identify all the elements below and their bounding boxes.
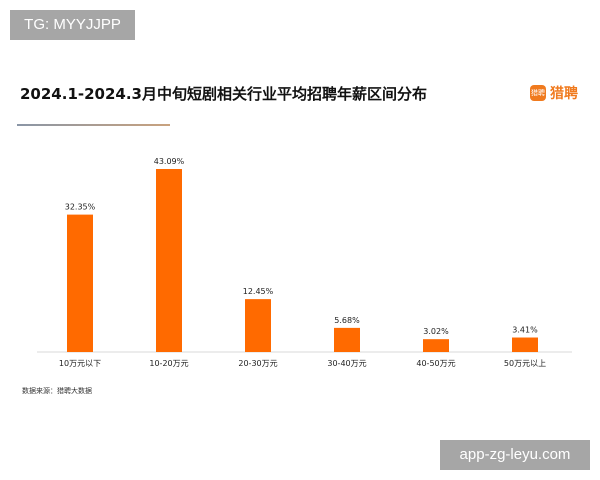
- data-label: 43.09%: [154, 157, 185, 166]
- data-label: 5.68%: [334, 316, 360, 325]
- bar: [156, 168, 182, 352]
- data-label: 32.35%: [65, 203, 96, 212]
- bar: [245, 299, 271, 352]
- watermark-top-left: TG: MYYJJPP: [10, 10, 135, 40]
- bar: [334, 327, 360, 352]
- data-label: 3.41%: [512, 326, 538, 335]
- x-tick-label: 30-40万元: [327, 359, 366, 368]
- x-tick-label: 50万元以上: [504, 359, 546, 368]
- title-underline: [17, 124, 170, 126]
- bar: [512, 337, 538, 352]
- chart-title: 2024.1-2024.3月中旬短剧相关行业平均招聘年薪区间分布: [20, 85, 427, 103]
- bar: [67, 214, 93, 352]
- watermark-bottom-right: app-zg-leyu.com: [440, 440, 590, 470]
- data-source: 数据来源：猎聘大数据: [22, 387, 92, 395]
- x-tick-label: 40-50万元: [416, 359, 455, 368]
- x-tick-label: 20-30万元: [238, 359, 277, 368]
- x-tick-label: 10-20万元: [149, 359, 188, 368]
- bar: [423, 339, 449, 352]
- liepin-logo-icon: 猎聘: [530, 85, 546, 101]
- liepin-logo: 猎聘 猎聘: [530, 83, 578, 103]
- liepin-logo-text: 猎聘: [550, 86, 578, 102]
- data-label: 12.45%: [243, 287, 274, 296]
- x-tick-label: 10万元以下: [59, 359, 101, 368]
- data-label: 3.02%: [423, 327, 449, 336]
